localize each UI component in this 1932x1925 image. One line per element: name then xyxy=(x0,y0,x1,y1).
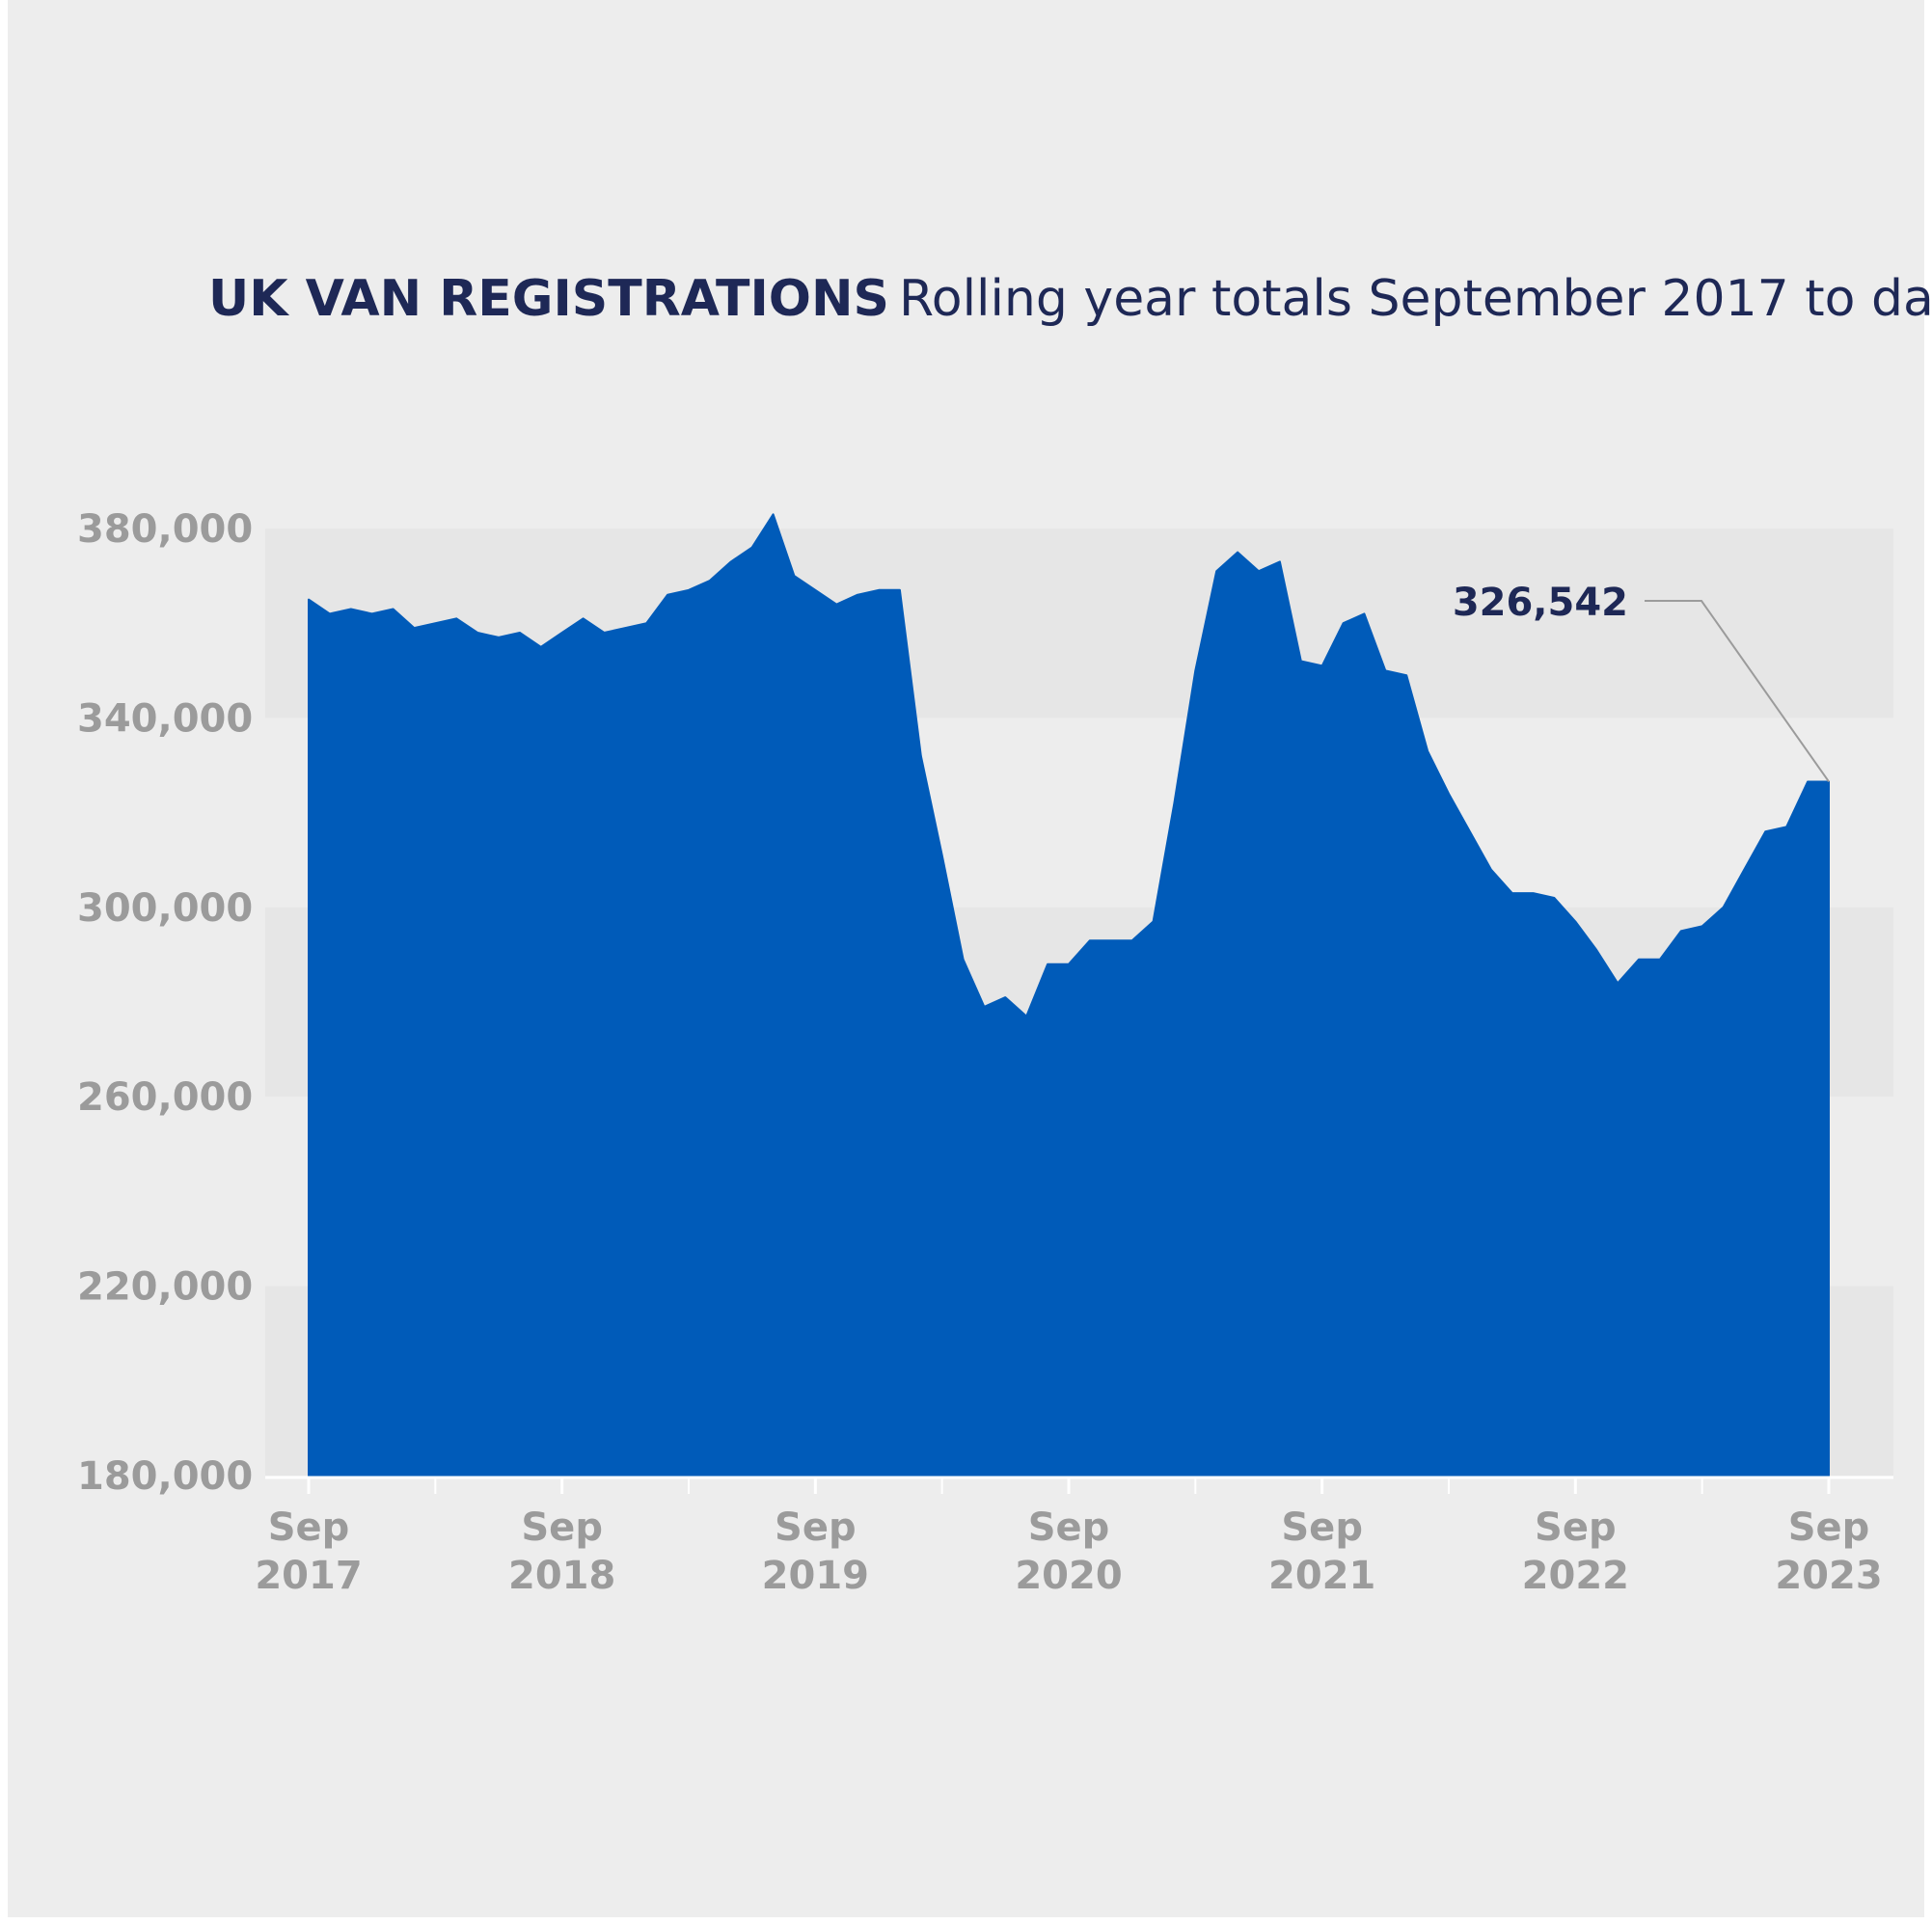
x-tick-label: 2023 xyxy=(1775,1554,1882,1598)
y-tick-label: 300,000 xyxy=(77,886,253,931)
y-axis: 180,000 220,000 260,000 300,000 340,000 380,0… xyxy=(77,507,253,1499)
x-tick-label: Sep xyxy=(1281,1505,1363,1550)
x-tick-label: 2019 xyxy=(762,1554,869,1598)
chart-title-subtitle: Rolling year totals September 2017 to da… xyxy=(898,270,1932,328)
x-tick-label: Sep xyxy=(268,1505,350,1550)
x-tick-label: Sep xyxy=(775,1505,857,1550)
x-tick-label: 2017 xyxy=(255,1554,362,1598)
x-tick-label: 2020 xyxy=(1015,1554,1122,1598)
x-tick-label: 2018 xyxy=(508,1554,615,1598)
x-tick-label: Sep xyxy=(1028,1505,1110,1550)
y-tick-label: 260,000 xyxy=(77,1075,253,1120)
callout: 326,542 xyxy=(1453,581,1830,783)
y-tick-label: 380,000 xyxy=(77,507,253,552)
y-tick-label: 220,000 xyxy=(77,1265,253,1310)
x-axis xyxy=(265,1476,1893,1494)
x-tick-label: Sep xyxy=(1535,1505,1617,1550)
callout-value-label: 326,542 xyxy=(1453,581,1628,625)
x-tick-label: 2021 xyxy=(1268,1554,1375,1598)
area-series-path xyxy=(308,513,1830,1477)
chart-title-bold: UK VAN REGISTRATIONS xyxy=(208,270,889,328)
y-tick-label: 180,000 xyxy=(77,1454,253,1499)
y-tick-label: 340,000 xyxy=(77,696,253,741)
x-tick-label: Sep xyxy=(521,1505,603,1550)
area-series xyxy=(308,513,1830,1477)
x-axis-ticks: Sep2017Sep2018Sep2019Sep2020Sep2021Sep20… xyxy=(255,1505,1882,1598)
x-tick-label: 2022 xyxy=(1522,1554,1629,1598)
chart-title: UK VAN REGISTRATIONS Rolling year totals … xyxy=(208,268,1932,330)
callout-leader-line xyxy=(1645,600,1830,783)
x-tick-label: Sep xyxy=(1788,1505,1870,1550)
